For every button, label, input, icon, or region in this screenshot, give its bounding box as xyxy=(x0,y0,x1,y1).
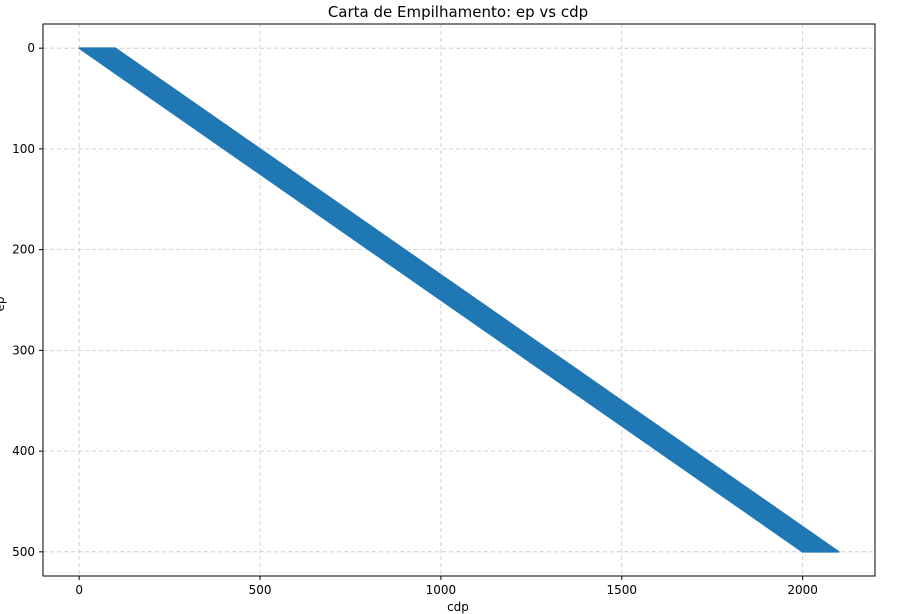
chart-title: Carta de Empilhamento: ep vs cdp xyxy=(328,3,588,21)
x-axis-label: cdp xyxy=(447,600,469,614)
scatter-band xyxy=(78,47,840,553)
y-tick-label: 200 xyxy=(12,243,35,257)
y-tick-label: 300 xyxy=(12,343,35,357)
grid xyxy=(43,24,875,576)
y-axis-label: ep xyxy=(0,297,7,312)
plot-frame xyxy=(42,23,876,577)
x-tick-label: 500 xyxy=(249,583,272,597)
x-tick-label: 1000 xyxy=(426,583,457,597)
x-axis: 0 500 1000 1500 2000 xyxy=(75,576,818,597)
x-tick-label: 2000 xyxy=(787,583,818,597)
y-tick-label: 400 xyxy=(12,444,35,458)
y-axis: 0 100 200 300 400 500 xyxy=(12,41,43,559)
y-tick-label: 500 xyxy=(12,545,35,559)
y-tick-label: 0 xyxy=(27,41,35,55)
x-tick-label: 1500 xyxy=(607,583,638,597)
x-tick-label: 0 xyxy=(75,583,83,597)
y-tick-label: 100 xyxy=(12,142,35,156)
data-series xyxy=(78,47,840,553)
